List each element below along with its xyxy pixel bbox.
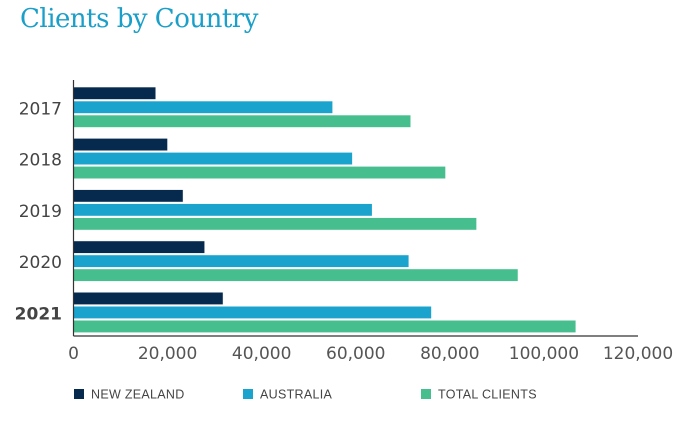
x-tick-label: 40,000: [232, 344, 291, 364]
bar-new-zealand-2017: [73, 86, 157, 100]
x-tick-label: 100,000: [509, 344, 579, 364]
bar-total-clients-2020: [73, 268, 519, 282]
y-tick-label-2019: 2019: [19, 202, 62, 222]
x-tick-label: 20,000: [138, 344, 197, 364]
bar-australia-2017: [73, 100, 333, 114]
legend-swatch-new-zealand: [74, 389, 84, 399]
legend-label: TOTAL CLIENTS: [438, 388, 537, 402]
x-tick-label: 120,000: [603, 344, 673, 364]
bar-total-clients-2018: [73, 166, 446, 180]
bar-australia-2018: [73, 152, 353, 166]
bar-australia-2020: [73, 254, 410, 268]
legend-swatch-australia: [243, 389, 253, 399]
bar-australia-2019: [73, 203, 373, 217]
bar-australia-2021: [73, 305, 432, 320]
legend-label: NEW ZEALAND: [91, 388, 185, 402]
x-tick-label: 80,000: [420, 344, 479, 364]
bar-new-zealand-2020: [73, 240, 206, 254]
bar-new-zealand-2018: [73, 138, 168, 152]
legend-swatch-total-clients: [421, 389, 431, 399]
bar-new-zealand-2019: [73, 189, 184, 203]
bar-total-clients-2019: [73, 217, 477, 231]
x-tick-label: 0: [68, 344, 79, 364]
y-tick-label-2018: 2018: [19, 151, 62, 171]
bar-total-clients-2021: [73, 319, 577, 334]
chart-title: Clients by Country: [20, 4, 258, 34]
bar-new-zealand-2021: [73, 291, 224, 306]
bar-total-clients-2017: [73, 114, 412, 128]
y-tick-label-2017: 2017: [19, 99, 62, 119]
x-tick-label: 60,000: [326, 344, 385, 364]
y-tick-label-2021: 2021: [15, 304, 62, 324]
legend-label: AUSTRALIA: [260, 388, 333, 402]
y-tick-label-2020: 2020: [19, 253, 62, 273]
